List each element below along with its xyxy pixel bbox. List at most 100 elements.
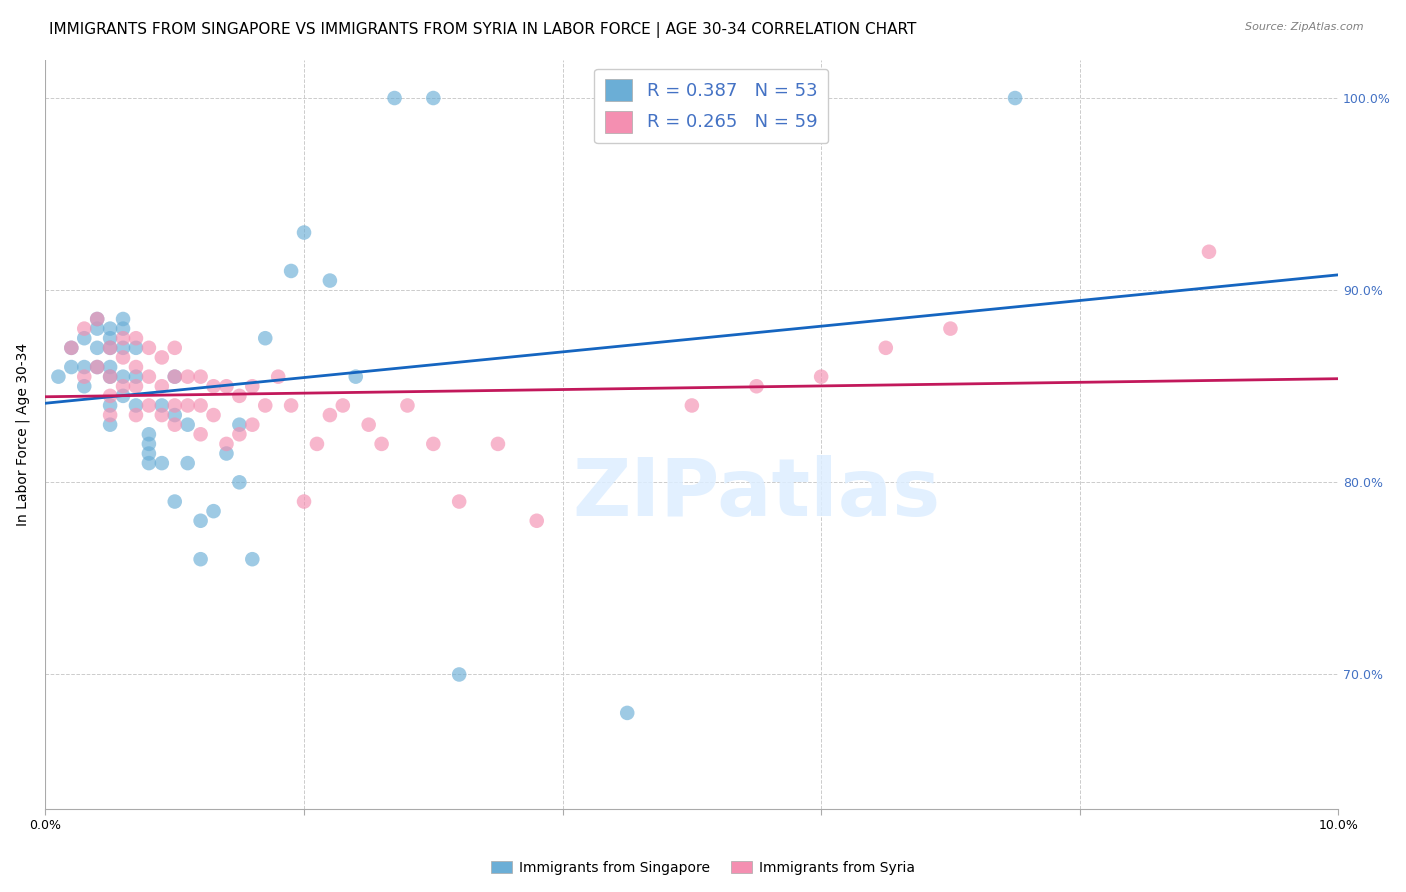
Point bbox=[292, 226, 315, 240]
Point bbox=[86, 312, 108, 326]
Point bbox=[98, 321, 121, 335]
Point bbox=[875, 341, 897, 355]
Point bbox=[384, 91, 406, 105]
Point bbox=[176, 417, 198, 432]
Point bbox=[112, 379, 135, 393]
Point bbox=[305, 437, 328, 451]
Point bbox=[150, 399, 173, 413]
Point bbox=[112, 321, 135, 335]
Point bbox=[176, 456, 198, 470]
Point bbox=[810, 369, 832, 384]
Point bbox=[125, 399, 148, 413]
Point bbox=[112, 341, 135, 355]
Point bbox=[240, 417, 263, 432]
Point bbox=[526, 514, 548, 528]
Point bbox=[486, 437, 509, 451]
Point bbox=[138, 437, 160, 451]
Point bbox=[240, 379, 263, 393]
Point bbox=[422, 437, 444, 451]
Point bbox=[98, 369, 121, 384]
Point bbox=[449, 667, 471, 681]
Point bbox=[98, 417, 121, 432]
Point bbox=[163, 369, 186, 384]
Point bbox=[190, 552, 212, 566]
Point bbox=[112, 331, 135, 345]
Point bbox=[125, 408, 148, 422]
Point bbox=[73, 331, 96, 345]
Point bbox=[616, 706, 638, 720]
Point bbox=[125, 341, 148, 355]
Point bbox=[228, 389, 250, 403]
Point bbox=[449, 494, 471, 508]
Point bbox=[86, 321, 108, 335]
Point bbox=[150, 408, 173, 422]
Point bbox=[60, 341, 83, 355]
Point bbox=[98, 399, 121, 413]
Point bbox=[150, 379, 173, 393]
Point bbox=[125, 359, 148, 374]
Point bbox=[1198, 244, 1220, 259]
Point bbox=[319, 408, 342, 422]
Point bbox=[745, 379, 768, 393]
Text: ZIPatlas: ZIPatlas bbox=[572, 455, 941, 533]
Point bbox=[138, 456, 160, 470]
Point bbox=[228, 427, 250, 442]
Point bbox=[138, 399, 160, 413]
Point bbox=[60, 359, 83, 374]
Point bbox=[163, 408, 186, 422]
Point bbox=[138, 341, 160, 355]
Point bbox=[125, 331, 148, 345]
Point bbox=[176, 369, 198, 384]
Legend: Immigrants from Singapore, Immigrants from Syria: Immigrants from Singapore, Immigrants fr… bbox=[485, 855, 921, 880]
Text: Source: ZipAtlas.com: Source: ZipAtlas.com bbox=[1246, 22, 1364, 32]
Point bbox=[98, 369, 121, 384]
Point bbox=[344, 369, 367, 384]
Point bbox=[86, 359, 108, 374]
Point bbox=[86, 359, 108, 374]
Point bbox=[176, 399, 198, 413]
Point bbox=[138, 427, 160, 442]
Point bbox=[202, 379, 225, 393]
Point bbox=[190, 514, 212, 528]
Point bbox=[112, 351, 135, 365]
Point bbox=[98, 359, 121, 374]
Point bbox=[150, 456, 173, 470]
Point bbox=[228, 417, 250, 432]
Point bbox=[267, 369, 290, 384]
Point bbox=[98, 408, 121, 422]
Text: IMMIGRANTS FROM SINGAPORE VS IMMIGRANTS FROM SYRIA IN LABOR FORCE | AGE 30-34 CO: IMMIGRANTS FROM SINGAPORE VS IMMIGRANTS … bbox=[49, 22, 917, 38]
Point bbox=[939, 321, 962, 335]
Point bbox=[138, 446, 160, 460]
Point bbox=[150, 351, 173, 365]
Point bbox=[73, 359, 96, 374]
Point bbox=[319, 274, 342, 288]
Point bbox=[190, 399, 212, 413]
Legend: R = 0.387   N = 53, R = 0.265   N = 59: R = 0.387 N = 53, R = 0.265 N = 59 bbox=[595, 69, 828, 144]
Point bbox=[215, 379, 238, 393]
Point bbox=[98, 331, 121, 345]
Point bbox=[190, 427, 212, 442]
Point bbox=[1004, 91, 1026, 105]
Point bbox=[48, 369, 70, 384]
Point bbox=[190, 369, 212, 384]
Point bbox=[215, 446, 238, 460]
Point bbox=[98, 341, 121, 355]
Point bbox=[73, 379, 96, 393]
Point bbox=[228, 475, 250, 490]
Point bbox=[73, 321, 96, 335]
Point bbox=[112, 389, 135, 403]
Point bbox=[681, 399, 703, 413]
Point bbox=[98, 389, 121, 403]
Point bbox=[215, 437, 238, 451]
Point bbox=[357, 417, 380, 432]
Point bbox=[292, 494, 315, 508]
Point bbox=[112, 312, 135, 326]
Point bbox=[125, 379, 148, 393]
Point bbox=[112, 369, 135, 384]
Point bbox=[240, 552, 263, 566]
Point bbox=[202, 504, 225, 518]
Point bbox=[98, 341, 121, 355]
Point bbox=[332, 399, 354, 413]
Point bbox=[86, 312, 108, 326]
Point bbox=[163, 417, 186, 432]
